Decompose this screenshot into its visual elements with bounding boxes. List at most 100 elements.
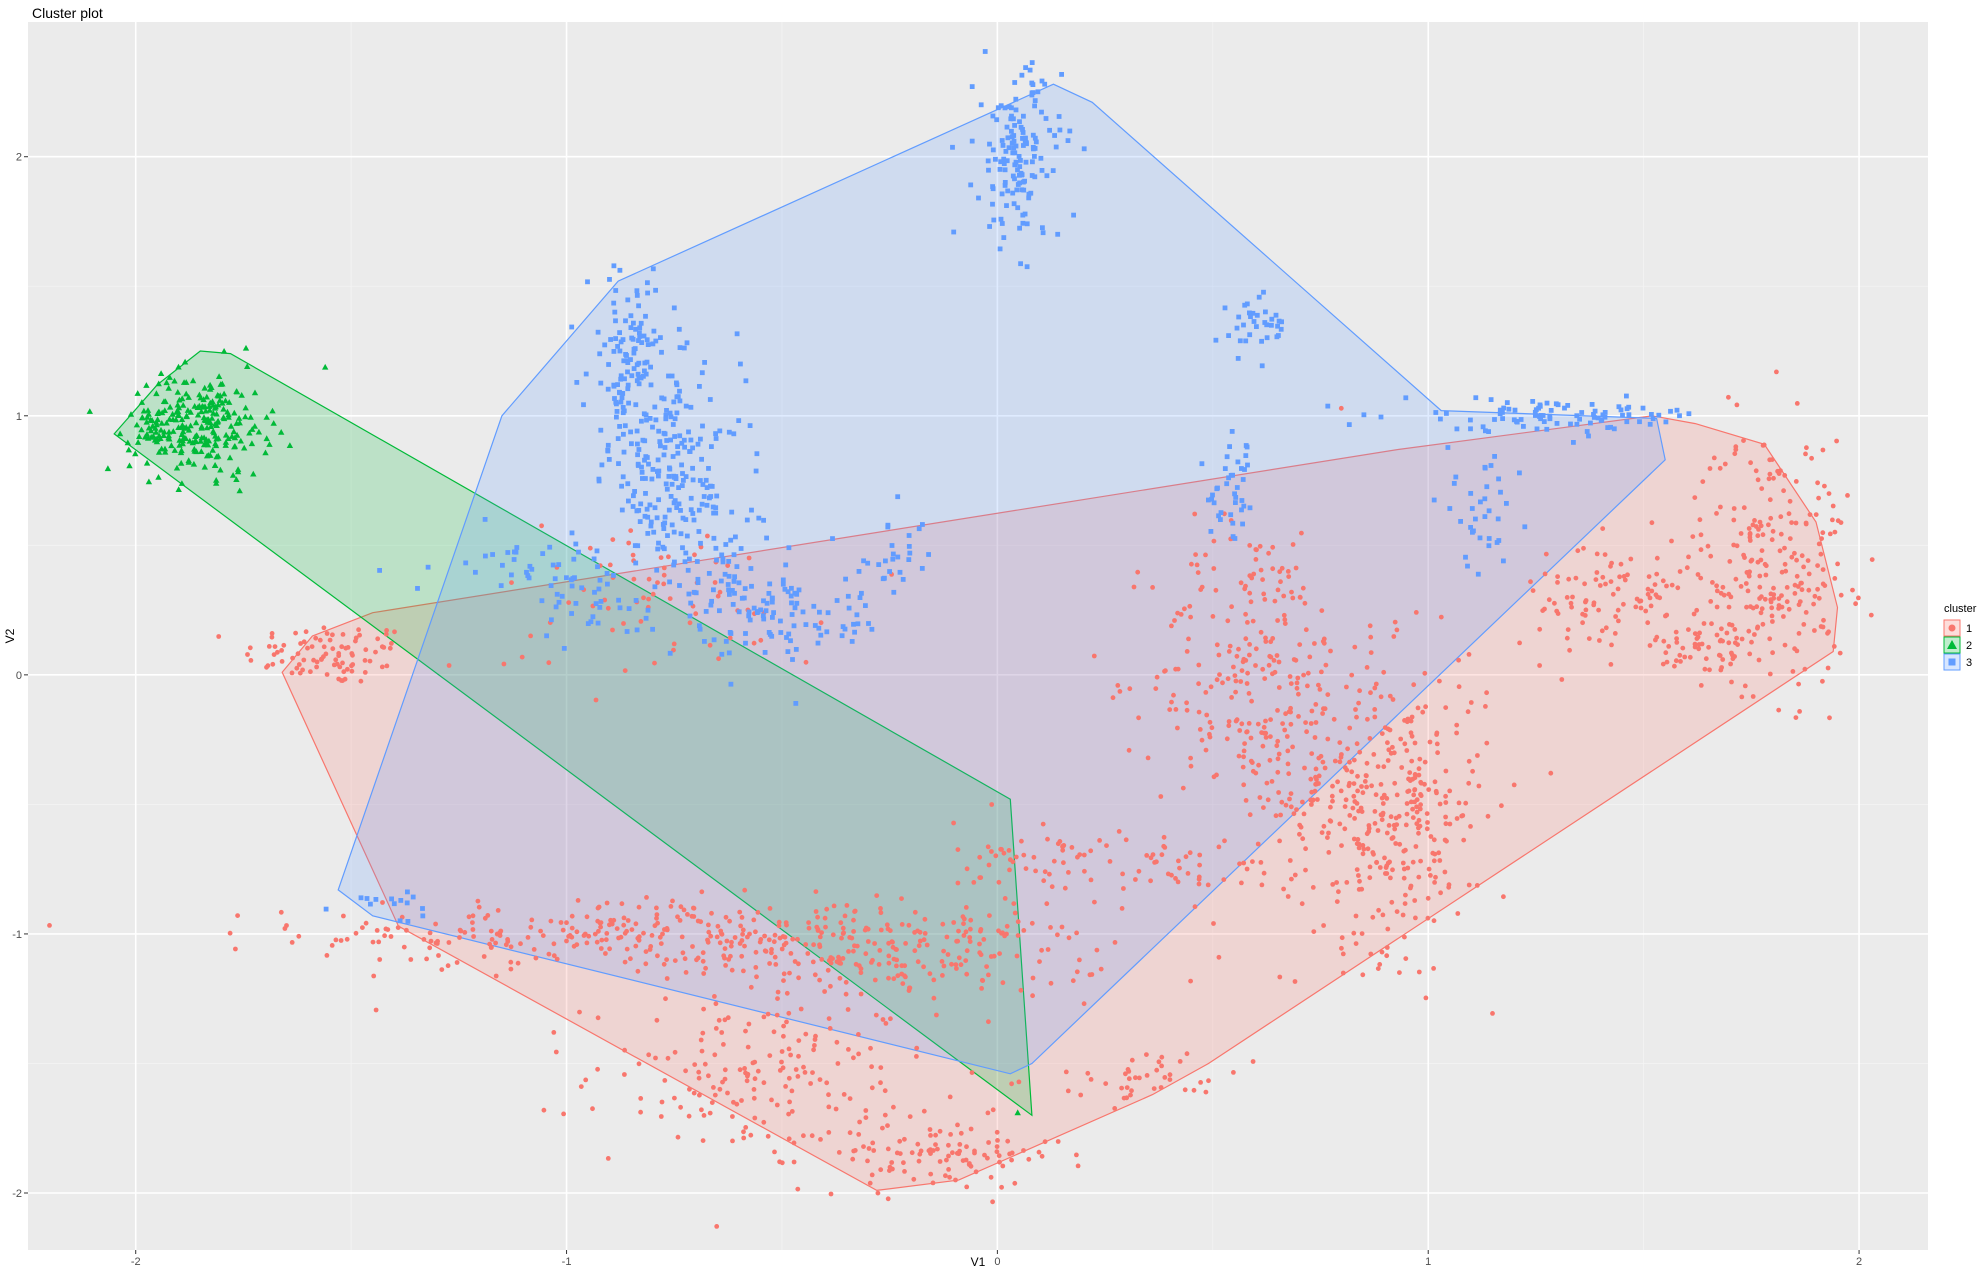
point-cluster-1 (1677, 652, 1683, 658)
point-cluster-2 (173, 464, 181, 471)
point-cluster-1 (1347, 813, 1353, 818)
point-cluster-1 (1697, 517, 1703, 523)
point-cluster-1 (1060, 847, 1066, 853)
point-cluster-2 (251, 389, 259, 396)
point-cluster-3 (1458, 519, 1463, 524)
point-cluster-1 (1393, 841, 1399, 846)
point-cluster-1 (321, 644, 327, 650)
point-cluster-3 (634, 288, 640, 294)
point-cluster-3 (766, 591, 772, 596)
point-cluster-1 (1194, 562, 1200, 568)
point-cluster-2 (250, 470, 257, 477)
point-cluster-3 (1504, 400, 1510, 405)
point-cluster-1 (739, 938, 745, 943)
point-cluster-3 (678, 508, 683, 513)
point-cluster-2 (263, 435, 270, 442)
point-cluster-3 (1023, 135, 1028, 141)
point-cluster-3 (982, 49, 988, 54)
point-cluster-1 (1403, 956, 1409, 961)
point-cluster-1 (752, 1115, 758, 1121)
point-cluster-3 (677, 583, 682, 588)
point-cluster-1 (961, 933, 967, 938)
point-cluster-3 (1065, 138, 1071, 143)
point-cluster-1 (869, 960, 874, 965)
point-cluster-1 (1061, 860, 1066, 866)
point-cluster-1 (1325, 692, 1331, 697)
point-cluster-3 (1015, 167, 1020, 173)
point-cluster-3 (1018, 261, 1023, 267)
point-cluster-1 (1397, 841, 1403, 847)
point-cluster-1 (1250, 618, 1256, 624)
point-cluster-1 (1021, 852, 1027, 858)
point-cluster-3 (1001, 161, 1007, 166)
point-cluster-1 (1207, 719, 1213, 725)
point-cluster-1 (907, 1114, 913, 1119)
point-cluster-1 (329, 943, 335, 948)
point-cluster-1 (1304, 729, 1309, 735)
point-cluster-1 (1728, 661, 1733, 667)
point-cluster-1 (950, 1150, 955, 1156)
point-cluster-1 (324, 672, 330, 677)
x-tick-label: 1 (1425, 1256, 1431, 1268)
point-cluster-1 (1456, 800, 1462, 806)
point-cluster-1 (1501, 894, 1506, 900)
point-cluster-1 (1275, 618, 1280, 623)
point-cluster-1 (882, 1088, 888, 1094)
point-cluster-1 (1347, 725, 1353, 731)
point-cluster-1 (699, 1107, 704, 1113)
point-cluster-1 (1594, 570, 1600, 575)
point-cluster-3 (1243, 443, 1249, 448)
point-cluster-1 (1378, 694, 1384, 700)
point-cluster-1 (1173, 666, 1178, 672)
point-cluster-2 (251, 423, 258, 429)
point-cluster-1 (1377, 962, 1383, 967)
point-cluster-1 (1239, 880, 1244, 886)
point-cluster-1 (1372, 707, 1378, 712)
point-cluster-3 (674, 394, 680, 400)
point-cluster-1 (1026, 1156, 1032, 1162)
point-cluster-1 (1731, 517, 1737, 523)
point-cluster-1 (1438, 890, 1443, 896)
point-cluster-3 (631, 320, 636, 326)
point-cluster-1 (776, 923, 782, 929)
point-cluster-1 (389, 641, 394, 646)
point-cluster-1 (1799, 580, 1804, 586)
point-cluster-3 (1032, 174, 1038, 180)
point-cluster-3 (1247, 505, 1253, 511)
point-cluster-1 (941, 963, 947, 969)
point-cluster-2 (200, 396, 207, 403)
point-cluster-3 (968, 182, 974, 188)
point-cluster-1 (624, 928, 629, 934)
point-cluster-1 (1037, 959, 1042, 964)
point-cluster-1 (1411, 682, 1417, 688)
point-cluster-1 (1380, 810, 1386, 816)
point-cluster-1 (772, 1149, 777, 1155)
point-cluster-1 (1019, 838, 1024, 844)
point-cluster-1 (878, 1167, 884, 1173)
point-cluster-1 (1288, 791, 1294, 796)
point-cluster-1 (284, 923, 289, 928)
point-cluster-1 (1778, 531, 1784, 537)
point-cluster-1 (1394, 627, 1400, 633)
point-cluster-1 (1542, 571, 1548, 577)
point-cluster-1 (1803, 610, 1809, 615)
point-cluster-3 (731, 552, 737, 558)
point-cluster-1 (922, 916, 928, 922)
point-cluster-3 (637, 325, 643, 331)
point-cluster-2 (197, 437, 204, 444)
point-cluster-1 (628, 956, 633, 962)
point-cluster-1 (629, 927, 635, 932)
point-cluster-1 (1686, 627, 1691, 632)
point-cluster-1 (1007, 867, 1012, 873)
point-cluster-3 (425, 564, 431, 570)
point-cluster-1 (717, 940, 723, 946)
point-cluster-1 (362, 670, 368, 675)
point-cluster-1 (1334, 899, 1340, 904)
point-cluster-1 (1247, 573, 1253, 579)
point-cluster-1 (878, 1065, 884, 1070)
point-cluster-2 (175, 404, 183, 411)
point-cluster-1 (476, 904, 482, 910)
point-cluster-1 (1499, 803, 1504, 809)
point-cluster-3 (731, 431, 737, 437)
point-cluster-1 (1732, 654, 1737, 659)
